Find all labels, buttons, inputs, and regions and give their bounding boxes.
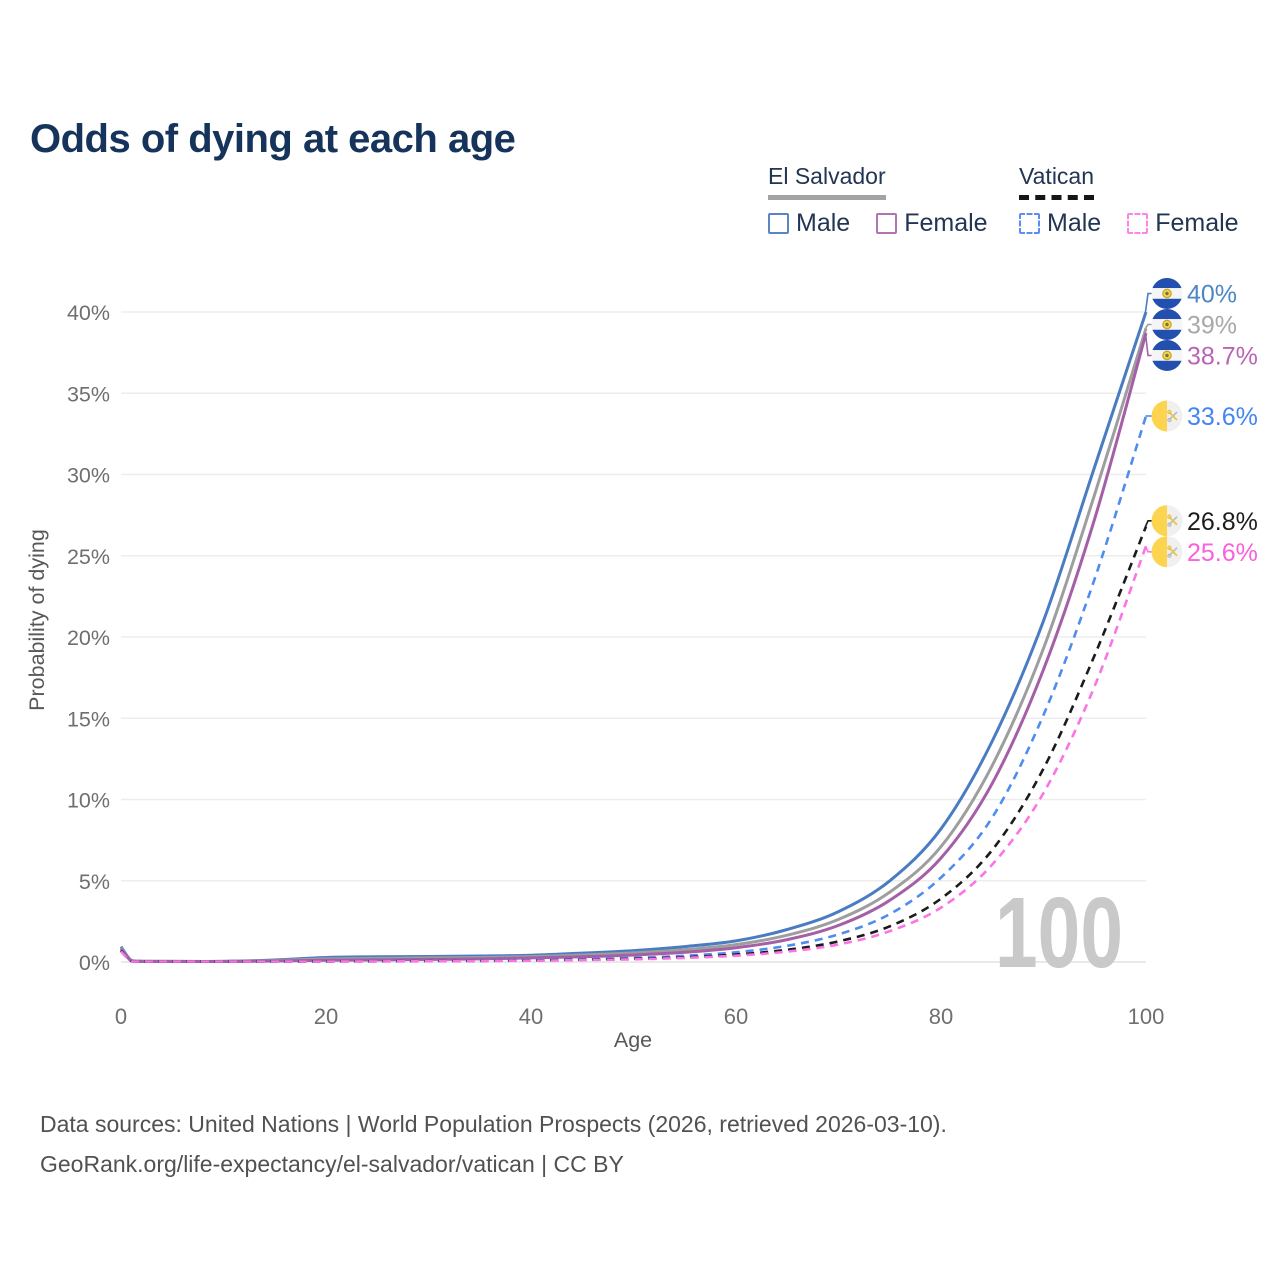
y-axis-tick-label: 15%: [67, 707, 110, 731]
flag-half-white: [1167, 400, 1183, 432]
end-value-label-vatican-female: 25.6%: [1187, 539, 1258, 567]
key-gold-bow: [1167, 545, 1172, 550]
el-salvador-flag-icon: [1151, 277, 1183, 309]
legend-label: Female: [1155, 209, 1239, 237]
footer: Data sources: United Nations | World Pop…: [40, 1104, 947, 1184]
x-axis-tick-label: 80: [929, 1004, 953, 1029]
flag-band-top: [1151, 308, 1183, 320]
data-sources-line: Data sources: United Nations | World Pop…: [40, 1111, 947, 1137]
coat-of-arms-center: [1165, 291, 1169, 296]
el-salvador-flag-icon: [1151, 308, 1183, 340]
end-value-label-el-salvador-male: 40%: [1187, 280, 1237, 308]
legend-item-el-salvador-female[interactable]: Female: [876, 209, 988, 238]
flag-art: [1151, 277, 1183, 309]
end-value-label-el-salvador-both-sexes: 39%: [1187, 311, 1237, 339]
flag-band-bottom: [1151, 329, 1183, 340]
end-value-label-vatican-male: 33.6%: [1187, 403, 1258, 431]
flag-half-yellow: [1151, 400, 1167, 432]
legend-label: Male: [796, 209, 851, 237]
y-axis-tick-label: 0%: [79, 951, 110, 975]
flag-band-top: [1151, 339, 1183, 351]
legend-item-vatican-female[interactable]: Female: [1127, 209, 1239, 238]
page-title: Odds of dying at each age: [30, 116, 516, 161]
legend-item-vatican-male[interactable]: Male: [1019, 209, 1101, 238]
flag-half-yellow: [1151, 536, 1167, 568]
end-value-label-vatican-both-sexes: 26.8%: [1187, 508, 1258, 536]
y-axis-tick-label: 5%: [79, 870, 110, 894]
series-lines: [119, 311, 1148, 963]
x-axis-tick-label: 100: [1128, 1004, 1165, 1029]
x-axis-tick-label: 20: [314, 1004, 338, 1029]
y-axis-tick-label: 40%: [67, 301, 110, 325]
flag-half-white: [1167, 536, 1183, 568]
legend-group-vatican: Vatican Male Female: [1019, 163, 1239, 238]
el-salvador-female-swatch-icon: [876, 213, 898, 234]
legend-items-vatican: Male Female: [1019, 209, 1239, 238]
vatican-flag-icon: [1151, 536, 1183, 568]
vatican-male-swatch-icon: [1019, 213, 1040, 234]
axis-ticks: 0% 5% 10% 15% 20% 25% 30% 35% 40% 0 20 40 60 80 100: [67, 301, 1164, 1029]
end-label-connector-el-salvador-female: [1144, 333, 1152, 357]
legend-label: Female: [904, 209, 988, 237]
legend-item-el-salvador-male[interactable]: Male: [768, 209, 850, 238]
y-axis-tick-label: 35%: [67, 382, 110, 406]
age-counter-watermark: 100: [995, 877, 1123, 989]
end-label-connector-vatican-both-sexes: [1144, 520, 1152, 527]
flag-art: [1151, 536, 1183, 568]
end-label-connector-el-salvador-male: [1144, 292, 1152, 313]
flag-art: [1151, 339, 1183, 371]
series-line-el-salvador-female: [119, 332, 1148, 963]
y-axis-tick-label: 30%: [67, 464, 110, 488]
vatican-flag-icon: [1151, 505, 1183, 537]
coat-of-arms-center: [1165, 353, 1169, 358]
series-line-vatican-female: [120, 545, 1148, 963]
vatican-female-swatch-icon: [1127, 213, 1149, 234]
y-axis-tick-label: 10%: [67, 789, 110, 813]
key-silver-bow: [1167, 417, 1172, 423]
y-axis-tick-label: 25%: [67, 545, 110, 569]
key-gold-bow: [1167, 409, 1172, 415]
end-label-connector-el-salvador-both-sexes: [1144, 323, 1152, 329]
flag-band-top: [1151, 277, 1183, 289]
legend-label: Male: [1047, 209, 1102, 237]
key-silver-bow: [1167, 522, 1172, 527]
flag-art: [1151, 400, 1183, 432]
flag-band-bottom: [1151, 298, 1183, 309]
x-axis-title: Age: [614, 1028, 652, 1052]
end-value-label-el-salvador-female: 38.7%: [1187, 342, 1258, 370]
legend-country-el-salvador[interactable]: El Salvador: [768, 163, 886, 200]
key-silver-bow: [1167, 553, 1172, 558]
legend-items-el-salvador: Male Female: [768, 209, 988, 238]
series-line-vatican-male: [120, 415, 1148, 963]
vatican-flag-icon: [1151, 400, 1183, 432]
legend-group-el-salvador: El Salvador Male Female: [768, 163, 988, 238]
el-salvador-flag-icon: [1151, 339, 1183, 371]
flag-half-yellow: [1151, 505, 1167, 537]
key-gold-bow: [1167, 514, 1172, 519]
coat-of-arms-center: [1165, 322, 1169, 327]
series-line-el-salvador-both-sexes: [119, 327, 1148, 963]
end-label-connector-vatican-female: [1144, 545, 1152, 553]
attribution-line: GeoRank.org/life-expectancy/el-salvador/…: [40, 1151, 624, 1177]
flag-art: [1151, 505, 1183, 537]
x-axis-tick-label: 40: [519, 1004, 543, 1029]
el-salvador-male-swatch-icon: [768, 213, 789, 234]
gridlines: [121, 311, 1146, 963]
legend-country-vatican[interactable]: Vatican: [1019, 163, 1095, 200]
y-axis-title: Probability of dying: [25, 529, 49, 711]
x-axis-tick-label: 60: [724, 1004, 748, 1029]
x-axis-tick-label: 0: [115, 1004, 127, 1029]
flag-band-bottom: [1151, 360, 1183, 371]
flag-half-white: [1167, 505, 1183, 537]
y-axis-tick-label: 20%: [67, 626, 110, 650]
flag-art: [1151, 308, 1183, 340]
